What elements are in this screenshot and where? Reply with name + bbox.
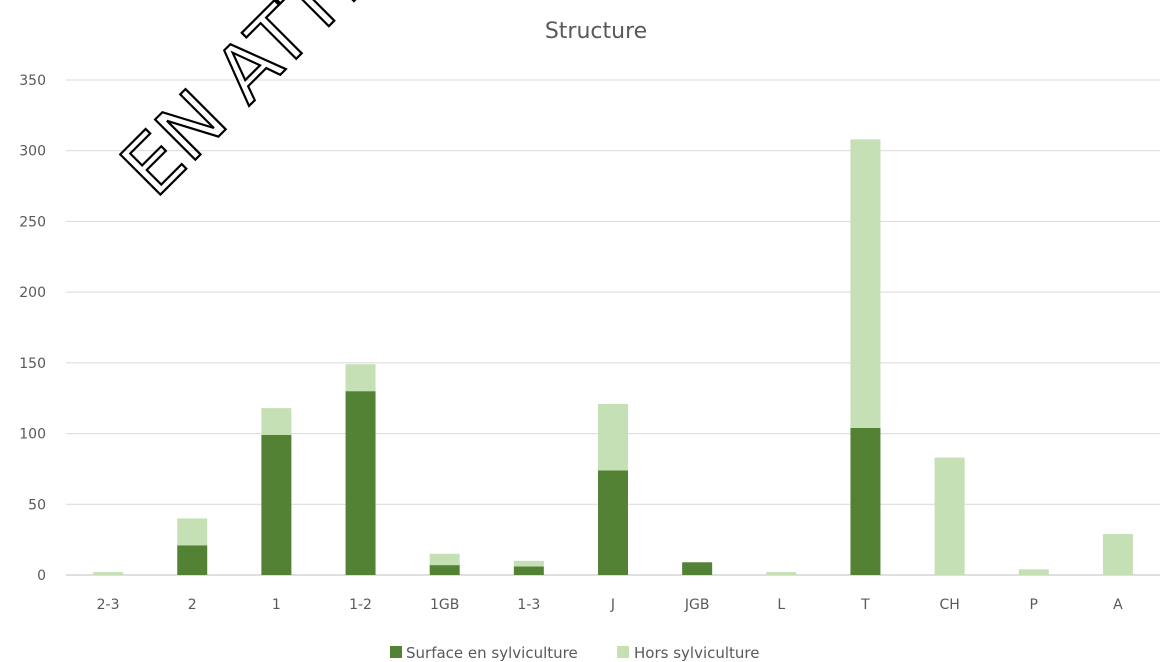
bar-JGB-series-0 <box>682 562 713 575</box>
legend-label-surface: Surface en sylviculture <box>406 644 578 662</box>
bar-1-series-0 <box>261 434 292 575</box>
y-axis-ticks: 0 50 100 150 200 250 300 350 <box>19 73 46 584</box>
x-tick-label: 1GB <box>430 597 459 613</box>
bar-L-series-1 <box>766 572 797 575</box>
watermark-text: EN ATTE <box>105 0 397 213</box>
bar-1-3-series-0 <box>513 566 544 575</box>
bar-A-series-1 <box>1102 533 1133 575</box>
x-tick-label: CH <box>939 597 959 613</box>
bar-T-series-1 <box>850 139 881 428</box>
x-tick-label: 1-2 <box>349 597 372 613</box>
bar-CH-series-1 <box>934 457 965 575</box>
bar-J-series-0 <box>598 470 628 575</box>
bar-1GB-series-1 <box>429 553 460 566</box>
x-tick-label: P <box>1030 597 1038 613</box>
bar-2-3-series-1 <box>93 572 124 575</box>
bar-2-series-1 <box>177 518 208 546</box>
bar-1-2-series-1 <box>345 364 376 392</box>
y-tick-label: 250 <box>19 214 46 230</box>
y-tick-label: 200 <box>19 285 46 301</box>
bar-J-series-1 <box>598 403 628 471</box>
legend-swatch-hors <box>617 646 629 658</box>
y-tick-label: 350 <box>19 73 46 89</box>
bar-2-series-0 <box>177 545 208 575</box>
bar-T-series-0 <box>850 427 881 575</box>
bar-1-2-series-0 <box>345 391 376 575</box>
x-tick-label: L <box>777 597 785 613</box>
y-tick-label: 100 <box>19 427 46 443</box>
y-tick-label: 300 <box>19 144 46 160</box>
bar-1-3-series-1 <box>513 560 544 567</box>
x-axis-ticks: 2-3 2 1 1-2 1GB 1-3 J JGB L T CH P A <box>97 597 1123 613</box>
bar-1-series-1 <box>261 408 292 435</box>
x-tick-label: 2-3 <box>97 597 120 613</box>
x-tick-label: A <box>1113 597 1123 613</box>
y-tick-label: 0 <box>37 568 46 584</box>
legend: Surface en sylviculture Hors sylvicultur… <box>390 644 760 662</box>
x-tick-label: 1 <box>272 597 281 613</box>
x-tick-label: 1-3 <box>517 597 540 613</box>
bar-P-series-1 <box>1018 569 1049 575</box>
x-tick-label: JGB <box>684 597 710 613</box>
bar-1GB-series-0 <box>429 565 460 575</box>
y-tick-label: 50 <box>28 497 46 513</box>
legend-swatch-surface <box>390 646 402 658</box>
chart-title: Structure <box>545 19 647 44</box>
bars <box>93 139 1133 575</box>
x-tick-label: T <box>860 597 870 613</box>
legend-label-hors: Hors sylviculture <box>634 644 760 662</box>
x-tick-label: 2 <box>188 597 197 613</box>
x-tick-label: J <box>610 597 615 613</box>
y-tick-label: 150 <box>19 356 46 372</box>
